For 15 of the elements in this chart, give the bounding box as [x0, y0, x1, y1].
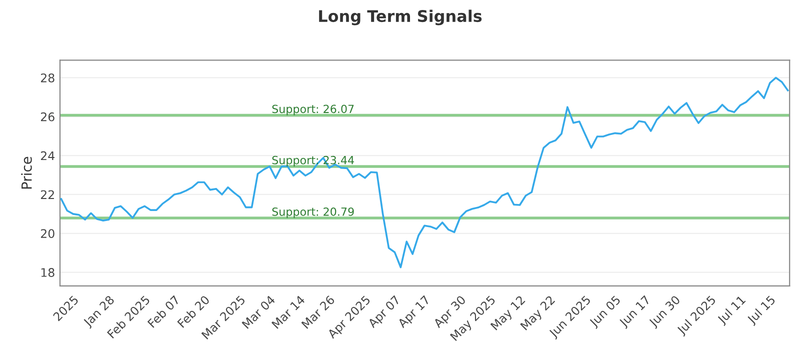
y-tick-label: 22 — [40, 190, 54, 199]
chart-title: Long Term Signals — [319, 10, 482, 26]
y-tick-label: 20 — [40, 229, 54, 238]
line-series — [60, 76, 789, 268]
x-tick-label: Jul 11 — [716, 295, 748, 326]
y-tick-label: 18 — [41, 268, 54, 277]
y-tick-label: 28 — [40, 73, 54, 82]
y-tick-label: 24 — [40, 151, 54, 160]
ref-line-label: Support: 20.79 — [272, 207, 354, 218]
y-axis-title: Price — [21, 156, 32, 189]
x-tick-label: Apr 17 — [397, 295, 432, 330]
ref-line-label: Support: 26.07 — [272, 104, 354, 116]
x-tick-label: Feb 20 — [176, 294, 210, 328]
y-tick-label: 26 — [40, 112, 54, 122]
x-tick-label: Jul 15 — [746, 295, 778, 326]
